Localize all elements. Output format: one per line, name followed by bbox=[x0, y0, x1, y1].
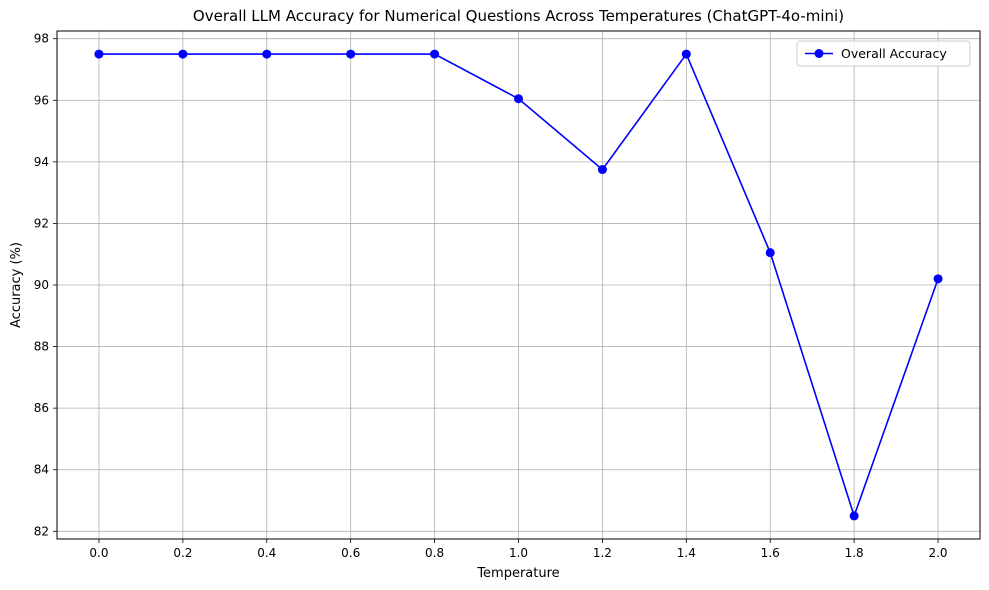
y-tick-label: 92 bbox=[34, 216, 49, 230]
legend-label: Overall Accuracy bbox=[841, 46, 947, 61]
x-tick-label: 1.8 bbox=[845, 546, 864, 560]
y-tick-label: 90 bbox=[34, 278, 49, 292]
data-point bbox=[597, 165, 607, 175]
data-point bbox=[178, 49, 188, 59]
x-tick-label: 1.6 bbox=[761, 546, 780, 560]
y-tick-label: 84 bbox=[34, 463, 49, 477]
x-tick-label: 0.6 bbox=[341, 546, 360, 560]
data-point bbox=[262, 49, 272, 59]
x-tick-label: 1.2 bbox=[593, 546, 612, 560]
data-point bbox=[933, 274, 943, 284]
x-axis-label: Temperature bbox=[476, 566, 559, 581]
chart-title: Overall LLM Accuracy for Numerical Quest… bbox=[193, 7, 844, 25]
legend-box bbox=[796, 40, 971, 67]
data-point bbox=[765, 248, 775, 258]
x-axis-ticks: 0.0 0.2 0.4 0.6 0.8 1.0 1.2 1.4 1.6 1.8 2.0 bbox=[89, 539, 948, 560]
y-tick-label: 96 bbox=[34, 93, 49, 107]
y-tick-label: 82 bbox=[34, 524, 49, 538]
y-axis-label: Accuracy (%) bbox=[9, 242, 24, 328]
x-tick-label: 0.2 bbox=[173, 546, 192, 560]
data-point bbox=[430, 49, 440, 59]
x-tick-label: 2.0 bbox=[928, 546, 947, 560]
legend: Overall Accuracy bbox=[796, 40, 971, 67]
x-tick-label: 0.8 bbox=[425, 546, 444, 560]
data-point bbox=[849, 511, 859, 521]
data-point bbox=[514, 94, 523, 104]
data-point bbox=[94, 49, 104, 59]
y-axis-ticks: 82 84 86 88 90 92 94 96 98 bbox=[34, 32, 57, 538]
x-tick-label: 1.0 bbox=[509, 546, 528, 560]
x-tick-label: 0.0 bbox=[89, 546, 108, 560]
data-point bbox=[681, 49, 691, 59]
x-tick-label: 0.4 bbox=[257, 546, 276, 560]
data-series bbox=[94, 49, 943, 521]
legend-marker-icon bbox=[814, 49, 824, 58]
grid-lines bbox=[57, 31, 980, 539]
y-tick-label: 94 bbox=[34, 155, 49, 169]
y-tick-label: 88 bbox=[34, 340, 49, 354]
y-tick-label: 98 bbox=[34, 32, 49, 46]
x-tick-label: 1.4 bbox=[677, 546, 696, 560]
y-tick-label: 86 bbox=[34, 401, 49, 415]
data-point bbox=[346, 49, 356, 59]
